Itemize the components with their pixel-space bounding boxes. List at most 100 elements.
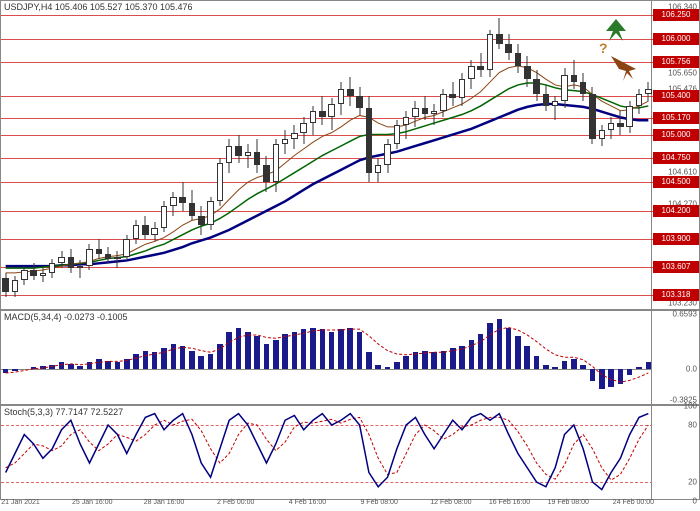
candlestick [263, 1, 270, 309]
y-tick-label: 0 [693, 497, 697, 506]
main-title: USDJPY,H4 105.406 105.527 105.370 105.47… [4, 2, 193, 12]
candlestick [217, 1, 224, 309]
candlestick [68, 1, 75, 309]
candlestick [533, 1, 540, 309]
price-level-label: 103.900 [653, 233, 699, 245]
price-level-label: 105.170 [653, 112, 699, 124]
stoch-plot-area[interactable] [1, 406, 653, 499]
candlestick [21, 1, 28, 309]
candlestick [300, 1, 307, 309]
candlestick [571, 1, 578, 309]
candlestick [291, 1, 298, 309]
y-tick-label: 105.650 [668, 68, 697, 77]
candlestick [123, 1, 130, 309]
x-tick-label: 9 Feb 08:00 [360, 499, 397, 506]
macd-y-axis: 0.65930.0-0.3825 [651, 311, 699, 404]
price-level-label: 103.607 [653, 261, 699, 273]
candlestick [207, 1, 214, 309]
main-plot-area[interactable] [1, 1, 653, 309]
candlestick [552, 1, 559, 309]
main-y-axis: 106.340105.650105.476104.960104.610104.2… [651, 1, 699, 309]
candlestick [422, 1, 429, 309]
candlestick [235, 1, 242, 309]
candlestick [468, 1, 475, 309]
candlestick [310, 1, 317, 309]
candlestick [133, 1, 140, 309]
stoch-title: Stoch(5,3,3) 77.7147 72.5227 [4, 407, 123, 417]
y-tick-label: 80 [688, 421, 697, 430]
candlestick [338, 1, 345, 309]
candlestick [384, 1, 391, 309]
price-level-label: 103.318 [653, 289, 699, 301]
price-level-label: 106.000 [653, 33, 699, 45]
price-level-label: 104.750 [653, 152, 699, 164]
candlestick [356, 1, 363, 309]
main-price-panel: USDJPY,H4 105.406 105.527 105.370 105.47… [0, 0, 700, 310]
candlestick [431, 1, 438, 309]
candlestick [394, 1, 401, 309]
candlestick [273, 1, 280, 309]
candlestick [347, 1, 354, 309]
x-tick-label: 2 Feb 00:00 [217, 499, 254, 506]
candlestick [487, 1, 494, 309]
candlestick [254, 1, 261, 309]
candlestick [105, 1, 112, 309]
candlestick [412, 1, 419, 309]
candlestick [96, 1, 103, 309]
stoch-lines-overlay [1, 406, 653, 499]
candlestick [403, 1, 410, 309]
candlestick [524, 1, 531, 309]
candlestick [505, 1, 512, 309]
candlestick [366, 1, 373, 309]
stoch-panel: Stoch(5,3,3) 77.7147 72.5227 10080200 21… [0, 405, 700, 500]
x-tick-label: 28 Jan 16:00 [144, 499, 184, 506]
candlestick [12, 1, 19, 309]
x-tick-label: 21 Jan 2021 [1, 499, 40, 506]
candlestick [170, 1, 177, 309]
candlestick [86, 1, 93, 309]
candlestick [2, 1, 9, 309]
candlestick [58, 1, 65, 309]
x-tick-label: 19 Feb 08:00 [548, 499, 589, 506]
candlestick [440, 1, 447, 309]
candlestick [459, 1, 466, 309]
y-tick-label: 100 [684, 402, 697, 411]
candlestick [449, 1, 456, 309]
macd-plot-area[interactable] [1, 311, 653, 404]
x-tick-label: 4 Feb 16:00 [289, 499, 326, 506]
price-level-label: 104.200 [653, 205, 699, 217]
time-axis: 21 Jan 202125 Jan 16:0028 Jan 16:002 Feb… [1, 499, 653, 511]
price-level-label: 104.500 [653, 176, 699, 188]
candlestick [226, 1, 233, 309]
candlestick [282, 1, 289, 309]
candlestick [543, 1, 550, 309]
price-level-label: 105.400 [653, 90, 699, 102]
candlestick [114, 1, 121, 309]
price-level-label: 105.756 [653, 56, 699, 68]
x-tick-label: 16 Feb 16:00 [489, 499, 530, 506]
candlestick [477, 1, 484, 309]
macd-signal-overlay [1, 311, 653, 404]
candlestick [30, 1, 37, 309]
y-tick-label: 20 [688, 478, 697, 487]
forecast-arrows: ? [591, 11, 651, 91]
candlestick [189, 1, 196, 309]
candlestick [179, 1, 186, 309]
candlestick [40, 1, 47, 309]
up-arrow-icon [606, 19, 626, 41]
question-mark: ? [599, 40, 608, 56]
candlestick [161, 1, 168, 309]
candlestick [496, 1, 503, 309]
y-tick-label: 0.6593 [673, 310, 697, 319]
candlestick [151, 1, 158, 309]
candlestick [319, 1, 326, 309]
price-level-label: 106.250 [653, 9, 699, 21]
price-level-label: 105.000 [653, 129, 699, 141]
candlestick [375, 1, 382, 309]
x-tick-label: 24 Feb 00:00 [613, 499, 654, 506]
y-tick-label: 0.0 [686, 364, 697, 373]
chart-container: USDJPY,H4 105.406 105.527 105.370 105.47… [0, 0, 700, 500]
candlestick [49, 1, 56, 309]
candlestick [77, 1, 84, 309]
x-tick-label: 12 Feb 08:00 [430, 499, 471, 506]
